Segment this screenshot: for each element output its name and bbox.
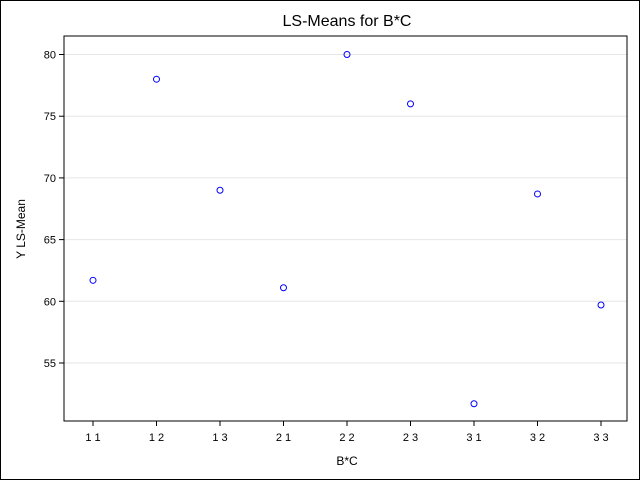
x-tick-label: 2 2	[339, 432, 354, 444]
y-tick-label: 60	[44, 296, 56, 308]
y-axis-label: Y LS-Mean	[14, 199, 28, 259]
x-tick-label: 1 1	[85, 432, 100, 444]
data-point	[534, 190, 541, 198]
y-tick-label: 80	[44, 50, 56, 62]
data-point	[407, 100, 414, 108]
x-tick-label: 1 2	[149, 432, 164, 444]
y-tick-label: 55	[44, 358, 56, 370]
x-tick-label: 3 3	[593, 432, 608, 444]
data-point	[470, 400, 478, 408]
x-axis-ticks: 1 1 1 2 1 3 2 1 2 2 2 3 3 1 3 2 3 3	[85, 421, 609, 444]
x-tick-label: 2 3	[403, 432, 418, 444]
x-tick-label: 2 1	[276, 432, 291, 444]
data-point	[153, 75, 160, 83]
x-axis-label: B*C	[336, 454, 358, 468]
y-tick-label: 70	[44, 173, 56, 185]
data-point	[89, 276, 97, 284]
data-points	[89, 51, 605, 408]
data-point	[280, 284, 287, 292]
data-point	[343, 51, 351, 59]
grid-layer	[64, 54, 627, 364]
x-tick-label: 1 3	[212, 432, 227, 444]
y-axis-ticks: 55 60 65 70 75 80	[44, 50, 64, 370]
plot-area-border	[63, 35, 628, 422]
data-point	[597, 301, 605, 309]
chart-title: LS-Means for B*C	[283, 13, 412, 30]
x-tick-label: 3 2	[530, 432, 545, 444]
y-tick-label: 75	[44, 111, 56, 123]
data-point	[216, 186, 224, 194]
y-tick-label: 65	[44, 235, 56, 247]
x-tick-label: 3 1	[466, 432, 481, 444]
